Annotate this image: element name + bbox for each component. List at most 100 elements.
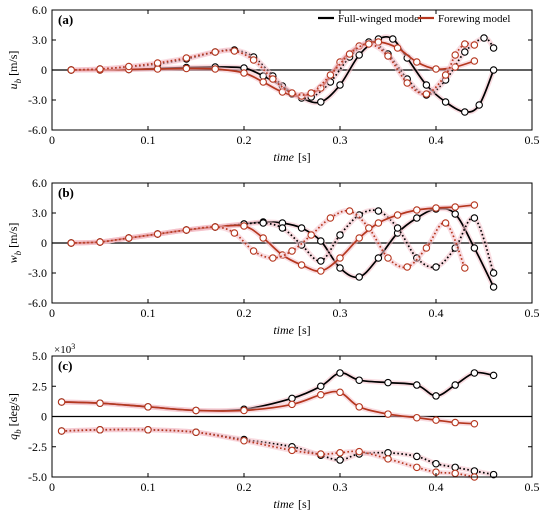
x-axis-label: time [s] <box>273 323 310 337</box>
series-line <box>71 37 495 99</box>
data-point <box>317 450 325 458</box>
data-point <box>96 426 104 434</box>
x-tick-label: 0 <box>49 133 55 147</box>
data-point <box>345 50 354 58</box>
data-point <box>355 403 363 411</box>
y-tick-label: -3.0 <box>28 93 47 107</box>
y-label-symbol: u <box>6 83 20 89</box>
data-point <box>317 390 325 399</box>
y-tick-label: -6.0 <box>28 296 47 310</box>
data-point <box>297 261 306 269</box>
data-point <box>125 234 133 242</box>
data-point <box>67 239 75 247</box>
legend-label: Full-winged model <box>338 13 422 25</box>
data-point <box>489 371 498 380</box>
x-axis-label: time [s] <box>273 150 310 164</box>
data-point <box>461 264 469 272</box>
panel-a: 0 0.1 0.2 0.3 0.4 0.5 -6.0 -3.0 0 3.0 6.0 (a) ub [m/s… <box>6 3 540 164</box>
data-point <box>336 388 344 397</box>
y-tick-label: 3.0 <box>32 206 47 220</box>
panel-tag: (c) <box>58 358 72 373</box>
x-tick-label: 0.4 <box>429 306 444 320</box>
data-point <box>451 51 459 59</box>
legend: Full-winged model Forewing model <box>318 13 510 25</box>
data-point <box>182 54 191 62</box>
data-point <box>355 234 363 242</box>
data-point <box>326 71 335 79</box>
data-point <box>470 467 479 475</box>
data-point <box>422 90 431 98</box>
data-point <box>336 231 344 239</box>
x-tick-label: 0.4 <box>429 133 444 147</box>
data-point <box>489 44 498 52</box>
scale-base: ×10 <box>54 344 72 356</box>
data-point <box>422 244 431 252</box>
data-point <box>240 222 248 230</box>
data-point <box>389 35 397 43</box>
data-point <box>317 267 325 275</box>
x-label-name: time <box>273 497 294 511</box>
x-tick-label: 0 <box>49 306 55 320</box>
data-point <box>475 101 483 109</box>
y-label-unit: [m/s] <box>6 51 20 76</box>
data-point <box>230 47 239 55</box>
data-point <box>432 459 440 468</box>
data-point <box>470 214 479 222</box>
data-point <box>432 65 440 73</box>
data-point <box>470 57 479 65</box>
y-axis-label: qb [deg/s] <box>6 393 23 440</box>
data-point <box>432 416 440 424</box>
data-point <box>355 376 363 384</box>
x-label-name: time <box>273 150 294 164</box>
data-point <box>384 378 392 387</box>
data-point <box>432 204 440 212</box>
data-point <box>278 224 287 232</box>
data-point <box>336 369 344 377</box>
x-label-unit: [s] <box>298 323 311 337</box>
y-tick-label: -5.0 <box>28 470 47 484</box>
data-point <box>96 399 104 407</box>
y-label-subscript: b <box>13 250 23 255</box>
data-point <box>384 410 392 418</box>
data-point <box>125 62 133 71</box>
data-point <box>269 75 277 83</box>
data-point <box>441 219 450 227</box>
x-tick-label: 0.3 <box>333 306 348 320</box>
data-point <box>441 71 450 79</box>
data-point <box>317 237 325 245</box>
data-point <box>336 456 344 464</box>
data-point <box>422 81 431 89</box>
data-point <box>288 394 296 403</box>
data-point <box>451 203 459 211</box>
data-point <box>249 56 258 64</box>
data-point <box>288 247 296 255</box>
x-tick-label: 0.5 <box>525 306 540 320</box>
data-point <box>384 455 392 463</box>
data-point <box>355 273 363 281</box>
data-point <box>288 89 296 97</box>
data-point <box>153 59 162 67</box>
data-point <box>384 52 392 60</box>
data-point <box>461 48 469 56</box>
data-point <box>413 381 421 389</box>
data-point <box>441 98 450 106</box>
data-point <box>489 66 498 74</box>
data-point <box>297 224 306 232</box>
data-point <box>413 58 421 66</box>
scale-exponent: 3 <box>71 342 75 351</box>
data-point <box>317 257 325 265</box>
x-tick-label: 0.4 <box>429 480 444 494</box>
data-point <box>384 254 392 262</box>
data-point <box>432 392 440 400</box>
data-point <box>192 406 200 415</box>
data-point <box>230 229 239 237</box>
data-point <box>393 44 402 52</box>
data-point <box>384 449 392 457</box>
y-tick-label: -3.0 <box>28 266 47 280</box>
series-halo <box>68 34 497 115</box>
x-axis-label: time [s] <box>273 497 310 511</box>
data-point <box>413 452 421 461</box>
y-tick-label: 6.0 <box>32 176 47 190</box>
y-label-subscript: b <box>13 78 23 83</box>
data-point <box>259 219 267 227</box>
